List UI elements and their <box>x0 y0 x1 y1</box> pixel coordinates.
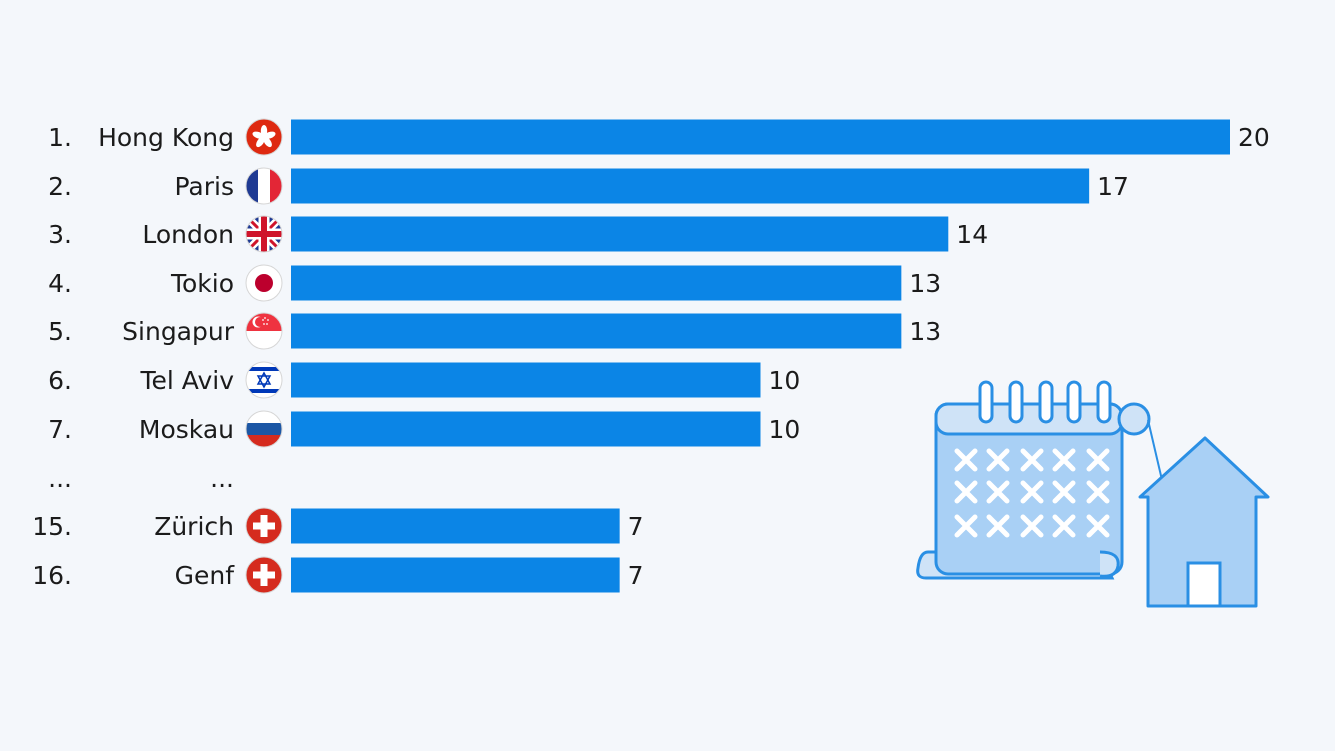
switzerland-flag-icon <box>245 507 283 545</box>
cross-mark <box>954 514 978 538</box>
switzerland-flag-icon <box>245 556 283 594</box>
rank-label: 15. <box>32 512 72 541</box>
rank-label: 5. <box>48 317 72 346</box>
value-label: 13 <box>909 269 941 298</box>
rank-label: 2. <box>48 172 72 201</box>
city-label: Singapur <box>122 317 235 346</box>
value-label: 7 <box>628 512 644 541</box>
chart-row: 5. Singapur 13 <box>48 312 941 350</box>
value-label: 13 <box>909 317 941 346</box>
bar <box>291 168 1090 204</box>
bar <box>291 313 902 349</box>
chart-row: 4. Tokio 13 <box>48 264 941 302</box>
chart-row: 6. Tel Aviv 10 <box>48 361 801 399</box>
rank-label: 6. <box>48 366 72 395</box>
city-label: Paris <box>174 172 234 201</box>
value-label: 14 <box>956 220 988 249</box>
ring <box>978 380 994 424</box>
calendar-and-house-icon <box>916 380 1270 608</box>
chart-row: 3. London 14 <box>48 215 988 253</box>
value-label: 10 <box>769 366 801 395</box>
ring <box>1008 380 1024 424</box>
city-label: Zürich <box>154 512 234 541</box>
bar <box>291 508 620 544</box>
rank-label: 1. <box>48 123 72 152</box>
rank-label: 3. <box>48 220 72 249</box>
ring <box>1038 380 1054 424</box>
value-label: 20 <box>1238 123 1270 152</box>
hong-kong-flag-icon <box>245 118 283 156</box>
cross-mark <box>986 480 1010 504</box>
france-flag-icon <box>245 167 283 205</box>
value-label: 10 <box>769 415 801 444</box>
city-label: Genf <box>175 561 236 590</box>
cross-mark <box>954 448 978 472</box>
city-label: London <box>142 220 234 249</box>
cross-mark <box>986 514 1010 538</box>
cross-mark <box>986 448 1010 472</box>
chart-rows: 1. Hong Kong 20 2. Paris 17 3. London 14 4. Tokio 1… <box>32 118 1270 594</box>
bar <box>291 265 902 301</box>
cross-mark <box>1052 448 1076 472</box>
city-label: Tokio <box>170 269 234 298</box>
gap-city: ... <box>210 464 234 493</box>
chart-row: 7. Moskau 10 <box>48 410 801 448</box>
bar <box>291 216 949 252</box>
japan-flag-icon <box>245 264 283 302</box>
chart-row: 2. Paris 17 <box>48 167 1129 205</box>
city-label: Tel Aviv <box>140 366 235 395</box>
bar <box>291 362 761 398</box>
cross-mark <box>954 480 978 504</box>
israel-flag-icon <box>245 361 283 399</box>
chart-row: 1. Hong Kong 20 <box>48 118 1270 156</box>
chart-row: 16. Genf 7 <box>32 556 644 594</box>
cross-mark <box>1020 448 1044 472</box>
ring <box>1066 380 1082 424</box>
cross-mark <box>1086 448 1110 472</box>
cross-mark <box>1020 480 1044 504</box>
gap-rank: ... <box>48 464 72 493</box>
ring <box>1096 380 1112 424</box>
city-label: Hong Kong <box>98 123 234 152</box>
uk-flag-icon <box>245 215 283 253</box>
bar <box>291 119 1230 155</box>
russia-flag-icon <box>245 410 283 448</box>
gap-row: ... ... <box>48 464 234 493</box>
cross-mark <box>1020 514 1044 538</box>
cross-mark <box>1086 480 1110 504</box>
singapore-flag-icon <box>245 312 283 350</box>
rank-label: 16. <box>32 561 72 590</box>
rank-label: 4. <box>48 269 72 298</box>
cross-mark <box>1052 514 1076 538</box>
bar <box>291 557 620 593</box>
value-label: 17 <box>1097 172 1129 201</box>
chart-row: 15. Zürich 7 <box>32 507 644 545</box>
rank-label: 7. <box>48 415 72 444</box>
cross-mark <box>1052 480 1076 504</box>
cross-mark <box>1086 514 1110 538</box>
bar <box>291 411 761 447</box>
city-label: Moskau <box>139 415 234 444</box>
value-label: 7 <box>628 561 644 590</box>
